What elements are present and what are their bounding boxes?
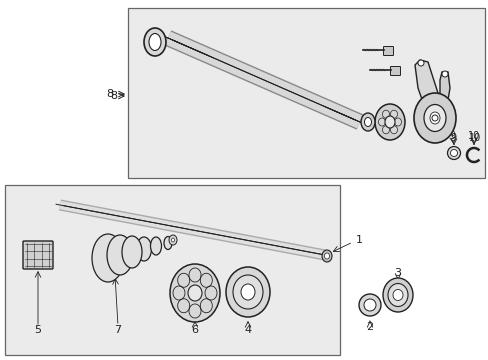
Ellipse shape <box>423 104 445 131</box>
Ellipse shape <box>390 126 397 134</box>
Text: 6: 6 <box>191 325 198 335</box>
Ellipse shape <box>241 284 254 300</box>
Text: 9: 9 <box>449 133 455 143</box>
Text: 2: 2 <box>366 322 373 332</box>
Text: 1: 1 <box>355 235 362 245</box>
Ellipse shape <box>363 299 375 311</box>
Text: 5: 5 <box>35 325 41 335</box>
Ellipse shape <box>171 238 174 242</box>
Ellipse shape <box>150 237 161 255</box>
Ellipse shape <box>232 275 263 309</box>
Polygon shape <box>438 72 449 108</box>
Ellipse shape <box>384 116 394 128</box>
Ellipse shape <box>417 60 423 66</box>
Ellipse shape <box>387 284 407 306</box>
Text: 4: 4 <box>244 325 251 335</box>
Ellipse shape <box>374 104 404 140</box>
Bar <box>5 185 339 355</box>
Ellipse shape <box>225 267 269 317</box>
Ellipse shape <box>360 113 374 131</box>
Bar <box>128 8 484 178</box>
Ellipse shape <box>122 236 142 268</box>
Text: 10: 10 <box>467 131 479 141</box>
Ellipse shape <box>449 149 457 157</box>
Ellipse shape <box>382 110 389 118</box>
Ellipse shape <box>92 234 124 282</box>
Ellipse shape <box>431 115 437 121</box>
Ellipse shape <box>382 126 389 134</box>
Ellipse shape <box>321 250 331 262</box>
Ellipse shape <box>169 235 177 245</box>
Ellipse shape <box>358 294 380 316</box>
Text: 8: 8 <box>106 89 113 99</box>
Ellipse shape <box>382 278 412 312</box>
Ellipse shape <box>163 237 172 249</box>
Ellipse shape <box>441 71 447 77</box>
Text: 3: 3 <box>394 268 401 278</box>
Text: 8: 8 <box>110 91 117 101</box>
Ellipse shape <box>447 147 460 159</box>
Ellipse shape <box>324 253 329 259</box>
Ellipse shape <box>136 237 151 261</box>
Ellipse shape <box>390 110 397 118</box>
FancyBboxPatch shape <box>390 67 400 76</box>
Ellipse shape <box>394 118 401 126</box>
Ellipse shape <box>187 285 202 301</box>
Ellipse shape <box>378 118 385 126</box>
FancyBboxPatch shape <box>383 46 393 55</box>
Ellipse shape <box>170 264 220 322</box>
Ellipse shape <box>413 93 455 143</box>
Ellipse shape <box>392 289 402 301</box>
Ellipse shape <box>429 112 439 124</box>
Text: 7: 7 <box>114 325 122 335</box>
Ellipse shape <box>364 117 371 126</box>
Ellipse shape <box>149 33 161 50</box>
Text: 10: 10 <box>468 133 480 143</box>
Ellipse shape <box>107 235 133 275</box>
Polygon shape <box>414 60 441 118</box>
Text: 9: 9 <box>448 131 454 141</box>
FancyBboxPatch shape <box>23 241 53 269</box>
Ellipse shape <box>143 28 165 56</box>
